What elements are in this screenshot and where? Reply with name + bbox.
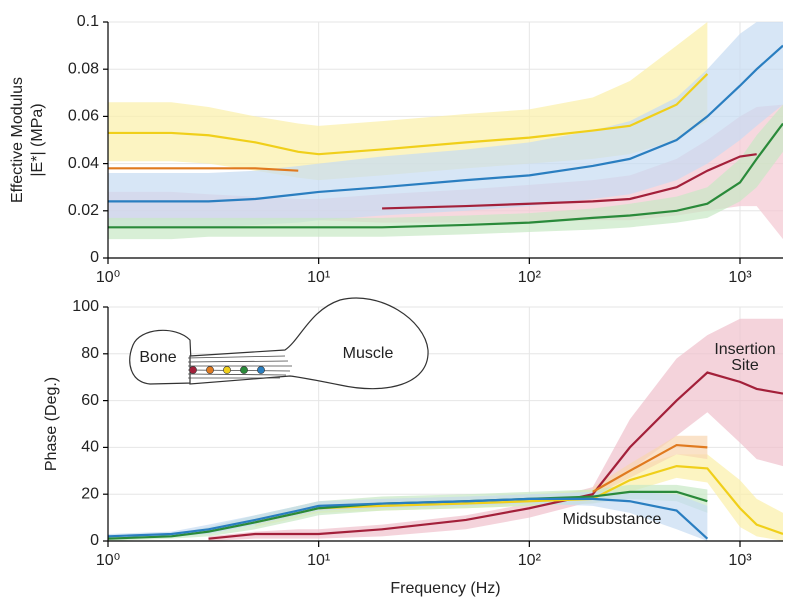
y-tick-label: 0.1	[77, 13, 99, 30]
y-tick-label: 0.04	[68, 155, 99, 172]
inset-diagram: Bone Muscle	[129, 297, 429, 390]
bone-shape	[129, 329, 193, 385]
x-tick-label: 10⁰	[96, 552, 120, 569]
y-tick-label: 0.06	[68, 108, 99, 125]
y-tick-label: 40	[81, 439, 99, 456]
series-line	[208, 371, 783, 540]
inset-dot	[189, 366, 197, 374]
series-line	[592, 443, 708, 493]
x-tick-label: 10³	[728, 269, 752, 286]
y-tick-label: 0	[90, 249, 99, 266]
series-line	[108, 497, 709, 540]
y-tick-label: 0.02	[68, 202, 99, 219]
confidence-band	[108, 22, 783, 228]
y-tick-label: 60	[81, 392, 99, 409]
x-tick-label: 10³	[728, 552, 752, 569]
series-line	[382, 153, 757, 210]
fibers	[187, 355, 292, 379]
y-tick-label: 0.08	[68, 60, 99, 77]
y-tick-label: 0	[90, 532, 99, 549]
y-tick-label: 80	[81, 345, 99, 362]
inset-label: Bone	[139, 349, 176, 366]
y-axis-label: Phase (Deg.)	[43, 377, 60, 471]
x-tick-label: 10¹	[307, 552, 330, 569]
y-tick-label: 100	[72, 298, 99, 315]
y-tick-label: 20	[81, 485, 99, 502]
muscle-shape	[189, 297, 429, 390]
x-tick-label: 10²	[518, 269, 542, 286]
inset-dot	[223, 366, 231, 374]
x-axis-label: Frequency (Hz)	[390, 580, 500, 597]
series-line	[108, 122, 783, 229]
confidence-band	[592, 435, 708, 497]
annotation: Insertion	[714, 341, 775, 358]
series-line	[108, 167, 299, 172]
confidence-band	[108, 491, 708, 541]
confidence-band	[208, 318, 783, 541]
x-tick-label: 10⁰	[96, 269, 120, 286]
inset-label: Muscle	[343, 345, 394, 362]
inset-dot	[206, 366, 214, 374]
series-line	[108, 73, 709, 156]
series-line	[108, 44, 783, 203]
annotation: Midsubstance	[563, 511, 662, 528]
x-tick-label: 10²	[518, 552, 542, 569]
inset-dot	[240, 366, 248, 374]
y-axis-label: Effective Modulus	[9, 77, 26, 203]
confidence-band	[108, 104, 783, 240]
inset-dot	[257, 366, 265, 374]
annotation: Site	[731, 357, 759, 374]
y-axis-label: |E*| (MPa)	[29, 103, 46, 176]
x-tick-label: 10¹	[307, 269, 330, 286]
